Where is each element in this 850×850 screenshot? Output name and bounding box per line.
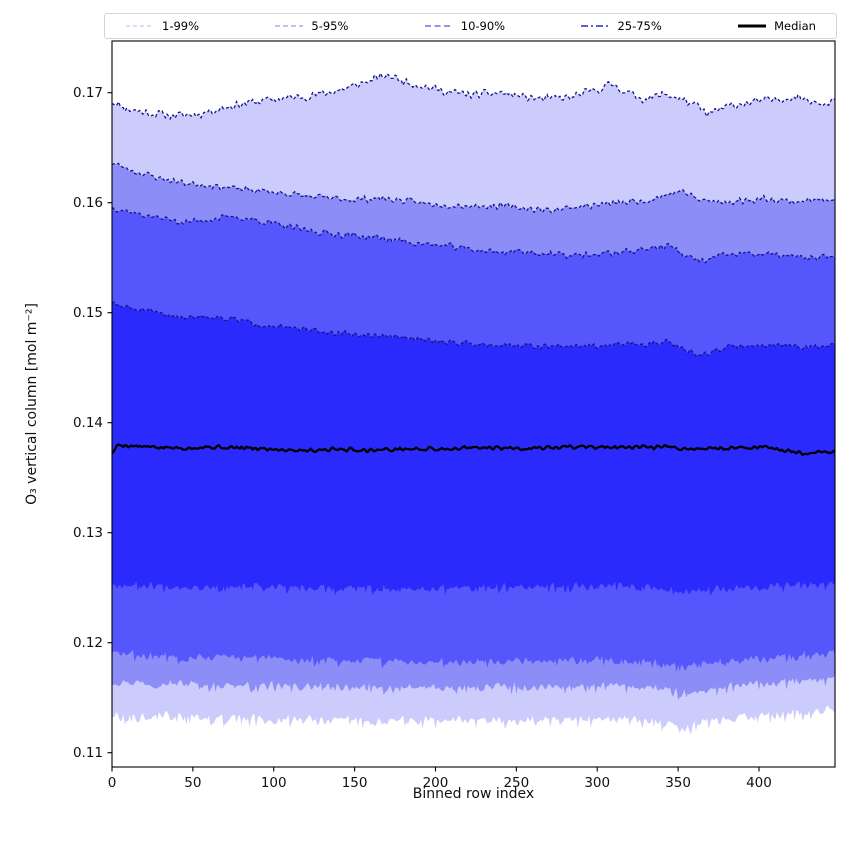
x-tick-label: 400 bbox=[746, 775, 772, 791]
percentile-line-p90 bbox=[112, 206, 835, 264]
x-tick-label: 0 bbox=[108, 775, 117, 791]
percentile-line-p99 bbox=[112, 71, 835, 121]
y-tick-label: 0.11 bbox=[73, 745, 103, 761]
legend-label: 1-99% bbox=[162, 19, 200, 33]
y-axis-label: O₃ vertical column [mol m⁻²] bbox=[24, 303, 40, 505]
x-tick-label: 50 bbox=[184, 775, 201, 791]
legend-label: 5-95% bbox=[311, 19, 349, 33]
legend-entry-25-75%: 25-75% bbox=[580, 19, 662, 33]
y-tick-label: 0.17 bbox=[73, 85, 103, 101]
legend-line-icon bbox=[581, 25, 610, 27]
plot-frame bbox=[111, 40, 836, 768]
band-25-75% bbox=[112, 302, 835, 596]
legend-entry-10-90%: 10-90% bbox=[424, 19, 505, 33]
y-tick-label: 0.16 bbox=[73, 195, 103, 211]
percentile-line-p95 bbox=[112, 162, 835, 215]
x-tick-label: 150 bbox=[342, 775, 368, 791]
legend-line-icon bbox=[126, 25, 154, 27]
x-axis-label: Binned row index bbox=[412, 786, 535, 802]
legend-label: Median bbox=[774, 19, 816, 33]
y-tick-label: 0.13 bbox=[73, 525, 103, 541]
legend-label: 25-75% bbox=[617, 19, 662, 33]
legend: 1-99% 5-95% 10-90% 25-75% Median bbox=[104, 13, 837, 39]
legend-entry-1-99%: 1-99% bbox=[125, 19, 199, 33]
y-tick-label: 0.15 bbox=[73, 305, 103, 321]
legend-label: 10-90% bbox=[460, 19, 506, 33]
median-line bbox=[112, 443, 835, 456]
legend-line-icon bbox=[424, 25, 453, 27]
x-tick-label: 250 bbox=[503, 775, 529, 791]
bands-group bbox=[112, 71, 835, 735]
y-tick-label: 0.12 bbox=[73, 635, 103, 651]
x-tick-label: 100 bbox=[261, 775, 287, 791]
legend-line-icon bbox=[738, 24, 767, 28]
x-tick-label: 350 bbox=[665, 775, 691, 791]
legend-entry-Median: Median bbox=[737, 19, 816, 33]
legend-line-icon bbox=[275, 25, 304, 27]
percentile-line-p75 bbox=[112, 301, 835, 357]
y-tick-label: 0.14 bbox=[73, 415, 103, 431]
x-tick-label: 200 bbox=[423, 775, 449, 791]
legend-entry-5-95%: 5-95% bbox=[274, 19, 348, 33]
x-tick-label: 300 bbox=[584, 775, 610, 791]
